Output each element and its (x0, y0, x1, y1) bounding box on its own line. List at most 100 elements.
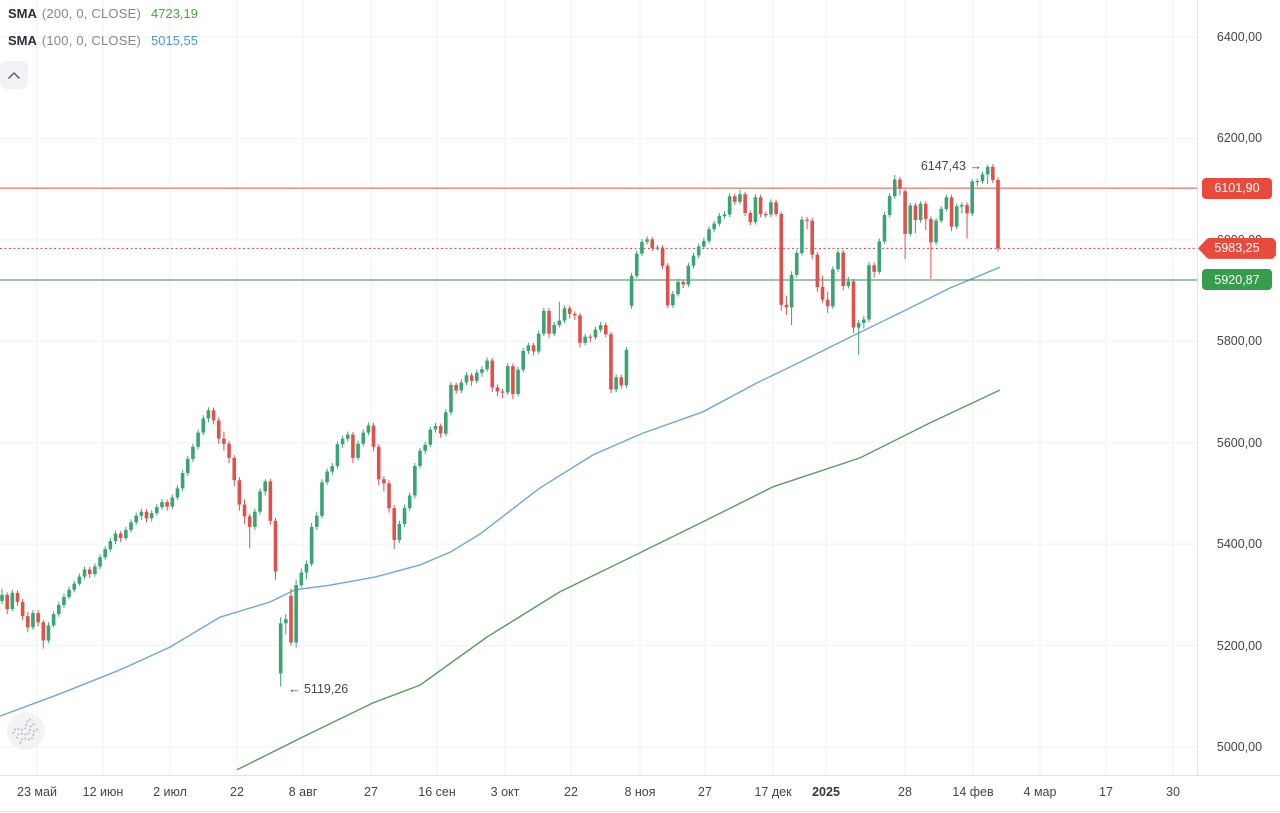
candle (480, 366, 484, 377)
time-axis-label: 22 (564, 785, 578, 799)
candle-body (573, 313, 577, 316)
candle (810, 218, 815, 260)
candle-body (603, 325, 608, 335)
candle-body (505, 366, 510, 393)
candle-body (531, 345, 536, 352)
candle (129, 519, 133, 533)
candle-body (0, 594, 4, 601)
candle (794, 250, 799, 278)
candle (929, 216, 933, 279)
candle (831, 266, 835, 309)
candle (671, 291, 675, 308)
price-level-badge[interactable]: 6101,90 (1202, 177, 1272, 199)
candle (108, 538, 113, 552)
candle-body (836, 252, 840, 270)
candle-body (289, 595, 293, 643)
candle-body (542, 310, 546, 334)
candle-body (345, 434, 350, 439)
candle-body (985, 166, 990, 175)
candle (222, 431, 226, 451)
candle (413, 463, 417, 499)
candle (284, 614, 288, 635)
candle-body (996, 180, 1000, 249)
legend-row-sma100[interactable]: SMA (100, 0, CLOSE) 5015,55 (8, 27, 198, 54)
candle (665, 263, 670, 309)
candle-body (93, 566, 97, 575)
candle-body (134, 515, 138, 523)
candle (382, 476, 386, 492)
candle-body (696, 246, 701, 256)
price-chart-canvas[interactable]: 6147,43 → ← 5119,26 (0, 0, 1197, 775)
price-level-badge[interactable]: 5983,25 (1198, 237, 1276, 259)
candle (609, 331, 613, 394)
candle-body (970, 181, 974, 214)
price-level-badge[interactable]: 5920,87 (1202, 269, 1272, 291)
candle (820, 275, 825, 303)
candle-body (247, 516, 252, 527)
time-axis-label: 3 окт (490, 785, 520, 799)
candle-body (614, 377, 618, 390)
candle (500, 388, 505, 399)
candle (867, 262, 871, 323)
candle-body (304, 563, 309, 573)
candle-body (165, 502, 169, 507)
time-axis-label: 16 сен (418, 785, 456, 799)
candle-body (433, 426, 438, 430)
candle-body (567, 308, 572, 314)
candle (72, 580, 77, 593)
legend-row-sma200[interactable]: SMA (200, 0, CLOSE) 4723,19 (8, 0, 198, 27)
candle (562, 305, 567, 324)
candle-body (500, 391, 505, 393)
candle-body (758, 197, 763, 214)
broker-watermark-logo (5, 710, 47, 752)
candle (748, 210, 753, 226)
candle-body (196, 432, 200, 447)
candle (371, 422, 376, 452)
candle-body (315, 515, 319, 527)
candle-body (712, 223, 716, 230)
candle (247, 513, 252, 549)
candle-body (898, 179, 902, 189)
candle (547, 308, 551, 339)
candle-body (361, 432, 366, 444)
time-axis[interactable]: 23 май 12 июн 2 июл 22 8 авг 27 16 сен 3 окт 22 8… (0, 775, 1280, 813)
candle-body (887, 196, 892, 215)
candle-body (185, 458, 190, 474)
candle (614, 374, 618, 392)
price-axis[interactable]: 6400,006200,006000,005800,005600,005400,… (1197, 0, 1280, 775)
candle-body (944, 197, 949, 209)
time-axis-label: 4 мар (1023, 785, 1057, 799)
candle-body (335, 444, 340, 466)
candle-body (774, 202, 778, 214)
time-axis-label: 23 май (17, 785, 57, 799)
candle-body (598, 325, 603, 330)
candle-body (402, 508, 407, 524)
candle (846, 276, 851, 289)
candle-body (242, 504, 247, 517)
candle (15, 590, 20, 607)
candle (454, 382, 458, 395)
legend-collapse-button[interactable] (0, 61, 28, 89)
candle (345, 431, 350, 442)
candle-body (376, 446, 381, 480)
candle-body (960, 204, 964, 207)
candle (645, 236, 649, 245)
candle-body (831, 269, 835, 307)
candle (376, 444, 381, 486)
candle-body (77, 576, 82, 584)
candle (774, 199, 778, 217)
candle-body (10, 592, 15, 609)
candle (743, 191, 747, 217)
candle-body (258, 491, 262, 512)
candle-body (557, 320, 562, 326)
candle (232, 454, 237, 487)
sma200-line (236, 389, 1001, 771)
candle-body (155, 507, 159, 514)
indicator-value: 5015,55 (151, 33, 198, 48)
candle-body (201, 418, 206, 433)
candle (93, 563, 97, 577)
candle (325, 468, 329, 485)
candle (134, 512, 138, 525)
candle-body (640, 241, 644, 254)
candle (800, 216, 804, 256)
